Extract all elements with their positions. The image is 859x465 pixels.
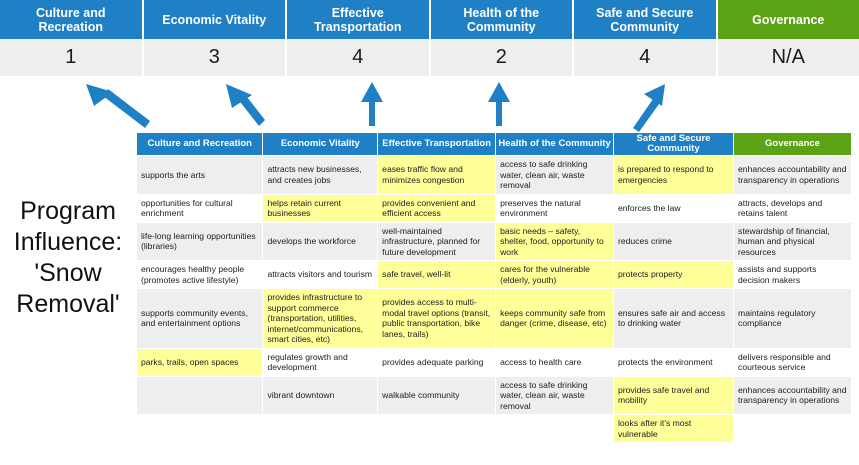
- matrix-cell[interactable]: attracts new businesses, and creates job…: [262, 155, 379, 195]
- matrix-cell[interactable]: [495, 414, 614, 443]
- matrix-cell[interactable]: parks, trails, open spaces: [135, 347, 264, 377]
- banner-header-governance[interactable]: Governance: [717, 0, 859, 39]
- matrix-body: supports the arts attracts new businesses…: [135, 155, 852, 443]
- matrix-cell[interactable]: reduces crime: [612, 221, 735, 261]
- matrix-cell[interactable]: maintains regulatory compliance: [733, 288, 852, 349]
- matrix-header-health-of-the-community[interactable]: Health of the Community: [495, 132, 614, 156]
- matrix-cell[interactable]: provides safe travel and mobility: [612, 375, 735, 415]
- matrix-cell[interactable]: eases traffic flow and minimizes congest…: [377, 155, 497, 195]
- arrow-culture-and-recreation: [86, 84, 150, 128]
- program-influence-matrix: Culture and Recreation Economic Vitality…: [135, 132, 852, 443]
- matrix-cell[interactable]: protects the environment: [612, 347, 735, 377]
- table-row: life-long learning opportunities (librar…: [135, 221, 852, 261]
- matrix-cell[interactable]: [733, 414, 852, 443]
- matrix-cell[interactable]: is prepared to respond to emergencies: [612, 155, 735, 195]
- matrix-cell[interactable]: provides access to multi-modal travel op…: [377, 288, 497, 349]
- banner-header-safe-and-secure-community[interactable]: Safe and Secure Community: [574, 0, 718, 39]
- banner-header-economic-vitality[interactable]: Economic Vitality: [143, 0, 287, 39]
- matrix-cell[interactable]: encourages healthy people (promotes acti…: [135, 260, 264, 289]
- table-row: supports community events, and entertain…: [135, 288, 852, 349]
- table-row: encourages healthy people (promotes acti…: [135, 260, 852, 289]
- matrix-cell[interactable]: well-maintained infrastructure, planned …: [377, 221, 497, 261]
- banner-value-culture-and-recreation: 1: [0, 39, 144, 76]
- matrix-cell[interactable]: life-long learning opportunities (librar…: [135, 221, 264, 261]
- caption-line-4: Removal': [16, 290, 120, 318]
- matrix-cell[interactable]: delivers responsible and courteous servi…: [733, 347, 852, 377]
- banner-value-safe-and-secure-community: 4: [574, 39, 718, 76]
- matrix-cell[interactable]: stewardship of financial, human and phys…: [733, 221, 852, 261]
- matrix-cell[interactable]: [135, 414, 264, 443]
- matrix-cell[interactable]: supports the arts: [135, 155, 264, 195]
- banner-value-economic-vitality: 3: [144, 39, 287, 76]
- matrix-cell[interactable]: [377, 414, 497, 443]
- banner-value-row: 1 3 4 2 4 N/A: [0, 39, 859, 76]
- arrow-safe-and-secure-community: [633, 84, 665, 132]
- table-row: vibrant downtown walkable community access…: [135, 375, 852, 415]
- table-row: opportunities for cultural enrichment hel…: [135, 193, 852, 223]
- arrow-effective-transportation: [361, 82, 383, 126]
- matrix-cell[interactable]: protects property: [612, 260, 735, 289]
- matrix-cell[interactable]: ensures safe air and access to drinking …: [612, 288, 735, 349]
- matrix-cell[interactable]: provides adequate parking: [377, 347, 497, 377]
- matrix-cell[interactable]: assists and supports decision makers: [733, 260, 852, 289]
- arrow-group: [86, 82, 665, 132]
- program-influence-caption: Program Influence: 'Snow Removal': [2, 196, 134, 320]
- matrix-header-effective-transportation[interactable]: Effective Transportation: [377, 132, 497, 156]
- matrix-cell[interactable]: enforces the law: [612, 193, 735, 223]
- matrix-cell[interactable]: looks after it's most vulnerable: [612, 414, 735, 443]
- matrix-cell[interactable]: enhances accountability and transparency…: [733, 375, 852, 415]
- matrix-cell[interactable]: supports community events, and entertain…: [135, 288, 264, 349]
- matrix-header-safe-and-secure-community[interactable]: Safe and Secure Community: [612, 132, 735, 156]
- matrix-header-culture-and-recreation[interactable]: Culture and Recreation: [135, 132, 264, 156]
- matrix-cell[interactable]: access to safe drinking water, clean air…: [495, 155, 614, 195]
- table-row: supports the arts attracts new businesses…: [135, 155, 852, 195]
- matrix-cell[interactable]: attracts visitors and tourism: [262, 260, 379, 289]
- matrix-cell[interactable]: provides infrastructure to support comme…: [262, 288, 379, 349]
- matrix-cell[interactable]: [262, 414, 379, 443]
- table-row: parks, trails, open spaces regulates grow…: [135, 347, 852, 377]
- matrix-cell[interactable]: cares for the vulnerable (elderly, youth…: [495, 260, 614, 289]
- matrix-cell[interactable]: access to safe drinking water, clean air…: [495, 375, 614, 415]
- banner-value-governance: N/A: [771, 46, 805, 68]
- strategic-priorities-banner: Culture and Recreation Economic Vitality…: [0, 0, 859, 76]
- banner-value-effective-transportation: 4: [287, 39, 431, 76]
- matrix-cell[interactable]: develops the workforce: [262, 221, 379, 261]
- banner-header-health-of-the-community[interactable]: Health of the Community: [430, 0, 574, 39]
- banner-header-effective-transportation[interactable]: Effective Transportation: [287, 0, 431, 39]
- caption-line-2: Influence:: [13, 228, 123, 256]
- matrix-header-governance[interactable]: Governance: [733, 132, 852, 156]
- matrix-cell[interactable]: safe travel, well-lit: [377, 260, 497, 289]
- banner-header-culture-and-recreation[interactable]: Culture and Recreation: [0, 0, 144, 39]
- caption-line-3: 'Snow: [34, 259, 102, 287]
- table-row: looks after it's most vulnerable: [135, 414, 852, 443]
- caption-line-1: Program: [20, 197, 116, 225]
- matrix-cell[interactable]: opportunities for cultural enrichment: [135, 193, 264, 223]
- arrow-economic-vitality: [226, 84, 265, 126]
- matrix-cell[interactable]: provides convenient and efficient access: [377, 193, 497, 223]
- banner-header-row: Culture and Recreation Economic Vitality…: [0, 0, 859, 39]
- arrow-health-of-the-community: [488, 82, 510, 126]
- matrix-header-row: Culture and Recreation Economic Vitality…: [135, 132, 852, 156]
- matrix-cell[interactable]: preserves the natural environment: [495, 193, 614, 223]
- matrix-cell[interactable]: keeps community safe from danger (crime,…: [495, 288, 614, 349]
- matrix-cell[interactable]: walkable community: [377, 375, 497, 415]
- matrix-cell[interactable]: enhances accountability and transparency…: [733, 155, 852, 195]
- matrix-cell[interactable]: basic needs – safety, shelter, food, opp…: [495, 221, 614, 261]
- matrix-cell[interactable]: attracts, develops and retains talent: [733, 193, 852, 223]
- banner-value-health-of-the-community: 2: [431, 39, 574, 76]
- matrix-cell[interactable]: [135, 375, 264, 415]
- matrix-header-economic-vitality[interactable]: Economic Vitality: [262, 132, 379, 156]
- matrix-cell[interactable]: regulates growth and development: [262, 347, 379, 377]
- matrix-cell[interactable]: vibrant downtown: [262, 375, 379, 415]
- matrix-cell[interactable]: helps retain current businesses: [262, 193, 379, 223]
- matrix-cell[interactable]: access to health care: [495, 347, 614, 377]
